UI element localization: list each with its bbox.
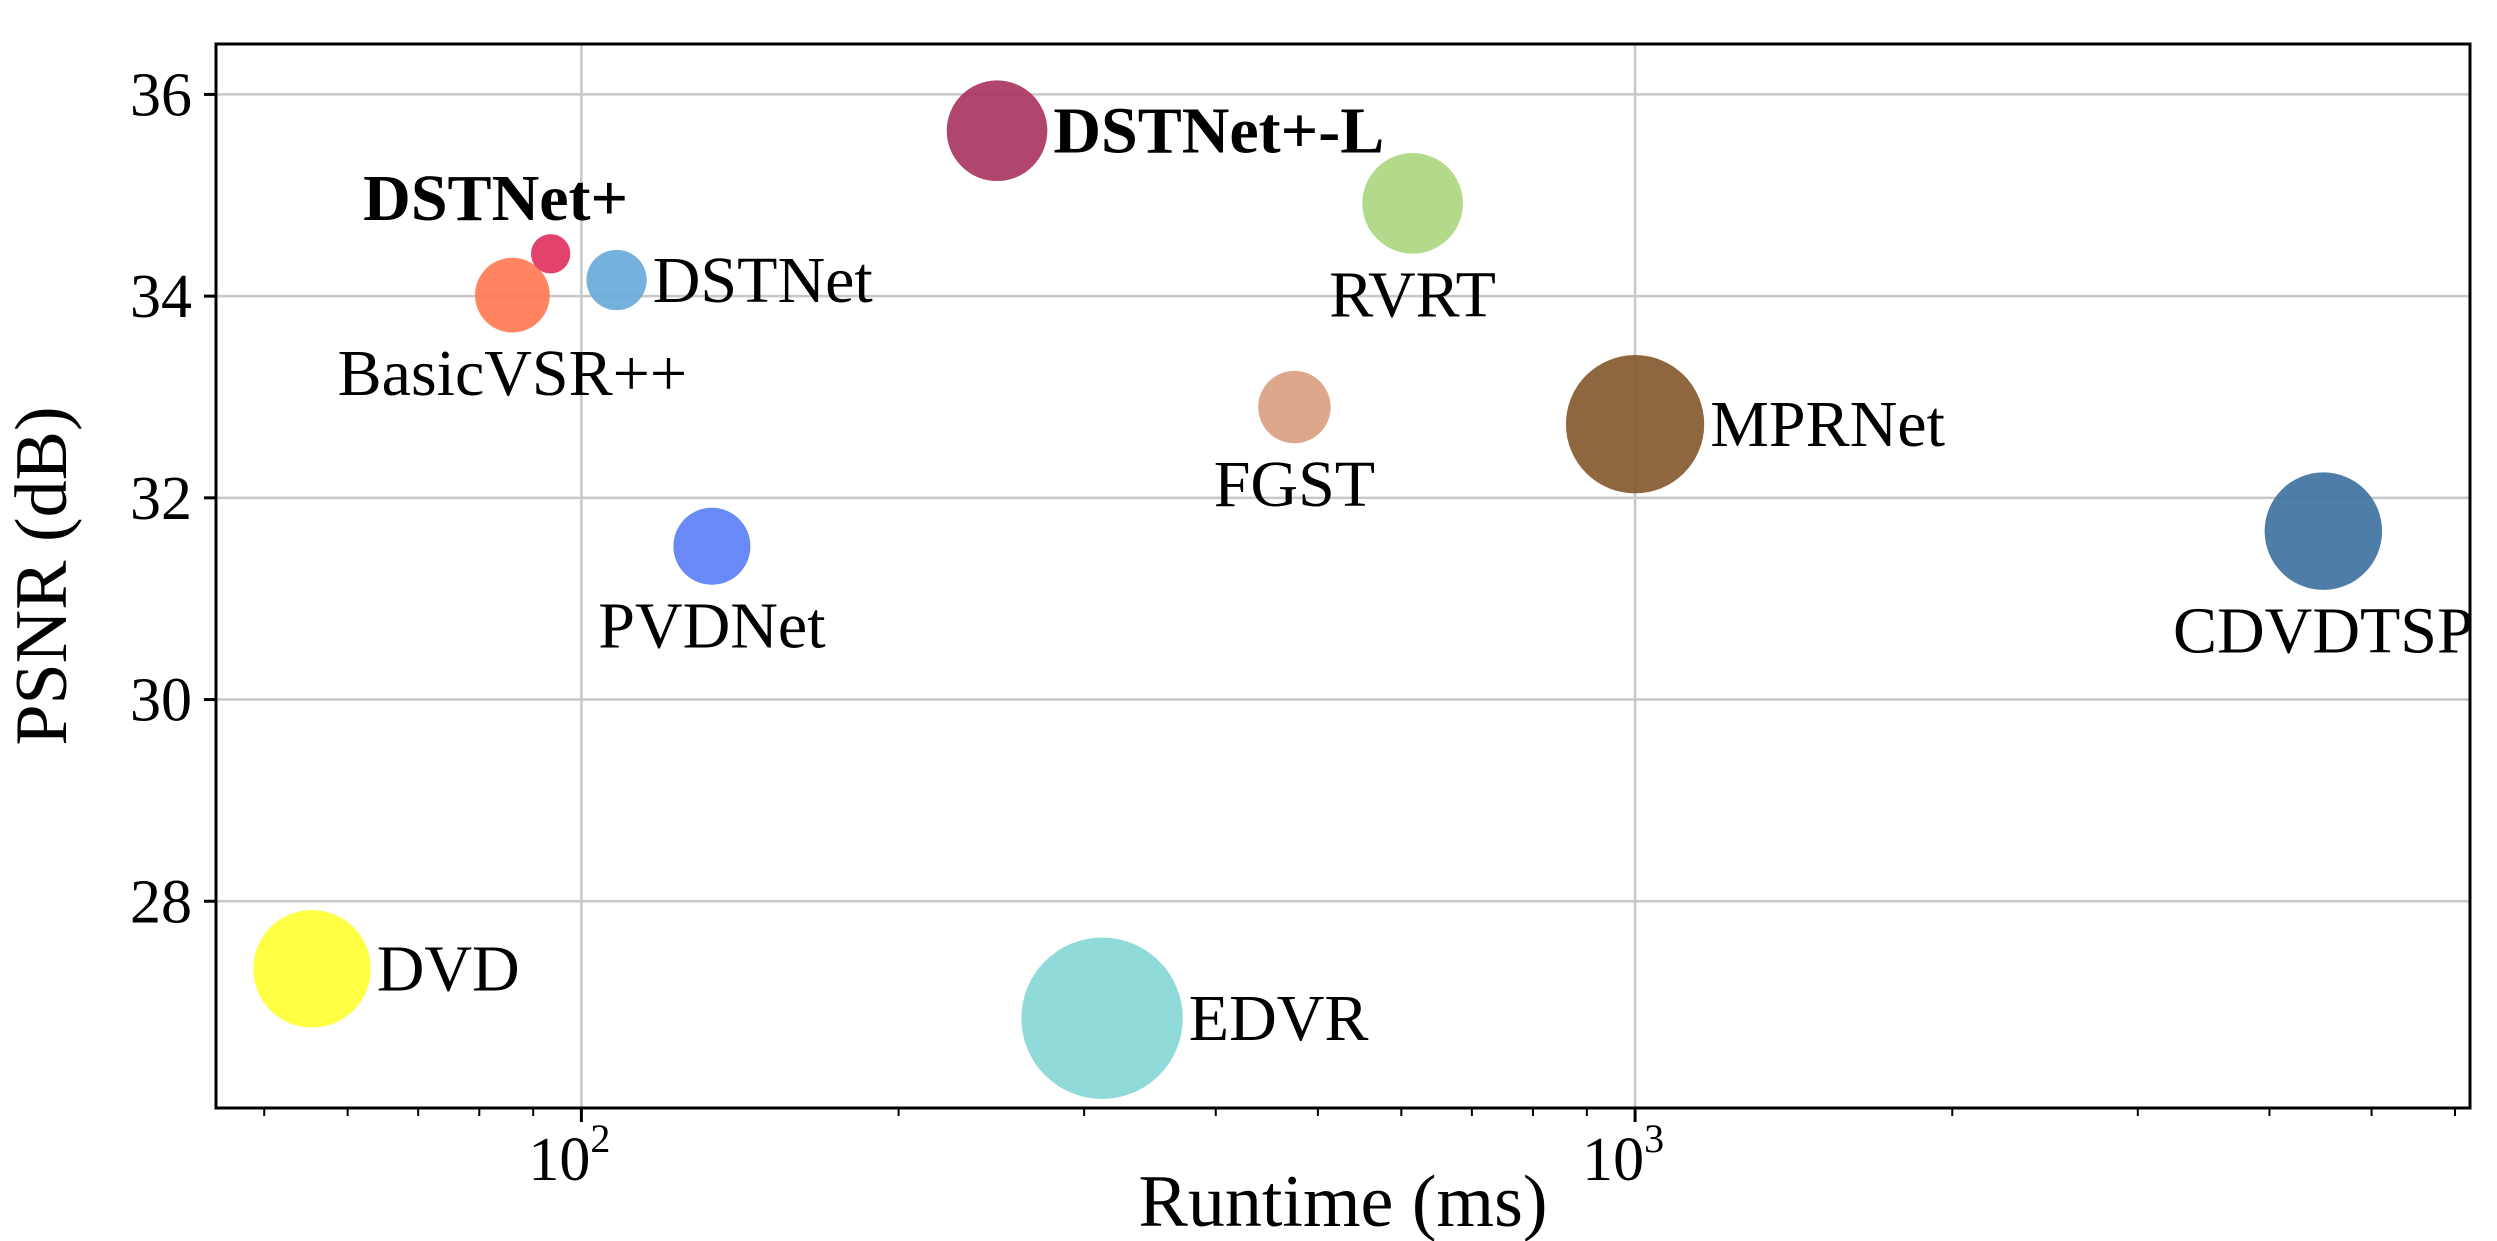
point-edvr xyxy=(1021,937,1183,1099)
plot-frame xyxy=(214,42,2472,1110)
point-label: RVRT xyxy=(1329,258,1496,331)
y-tick-label: 34 xyxy=(130,263,192,331)
point-label: CDVDTSP xyxy=(2173,595,2474,668)
x-tick-label: 102 xyxy=(528,1116,610,1194)
point-rvrt xyxy=(1362,153,1463,254)
data-points xyxy=(253,80,2383,1099)
y-tick-label: 36 xyxy=(130,61,192,129)
x-tick-exponent: 3 xyxy=(1644,1116,1664,1161)
point-label: DSTNet xyxy=(653,244,873,317)
x-tick-base: 10 xyxy=(1582,1126,1644,1194)
x-tick-base: 10 xyxy=(528,1126,590,1194)
point-fgst xyxy=(1258,370,1331,444)
point-label: DSTNet+-L xyxy=(1053,95,1384,168)
point-cdvdtsp xyxy=(2264,472,2383,590)
x-tick-label: 103 xyxy=(1582,1116,1664,1194)
y-axis-label: PSNR (dB) xyxy=(1,406,83,745)
point-basicvsr- xyxy=(474,257,550,333)
point-labels: DVD BasicVSR++ DSTNet+ DSTNet PVDNet DSTNet+-… xyxy=(338,95,2474,1056)
point-dstnet- xyxy=(530,234,571,274)
point-label: MPRNet xyxy=(1710,388,1945,461)
point-pvdnet xyxy=(673,507,751,585)
point-label: EDVR xyxy=(1189,982,1369,1055)
y-tick-label: 30 xyxy=(130,667,192,735)
x-tick-exponent: 2 xyxy=(590,1116,610,1161)
point-label: PVDNet xyxy=(598,589,825,662)
point-label: BasicVSR++ xyxy=(338,337,687,410)
point-label: DVD xyxy=(377,933,520,1006)
x-axis-label: Runtime (ms) xyxy=(1138,1161,1547,1241)
point-label: DSTNet+ xyxy=(363,162,628,235)
point-dvd xyxy=(253,910,371,1028)
y-tick-label: 32 xyxy=(130,465,192,533)
point-label: FGST xyxy=(1214,448,1375,521)
point-dstnet xyxy=(586,249,647,311)
point-dstnet-l xyxy=(946,80,1048,182)
y-tick-label: 28 xyxy=(130,868,192,936)
point-mprnet xyxy=(1565,355,1705,494)
